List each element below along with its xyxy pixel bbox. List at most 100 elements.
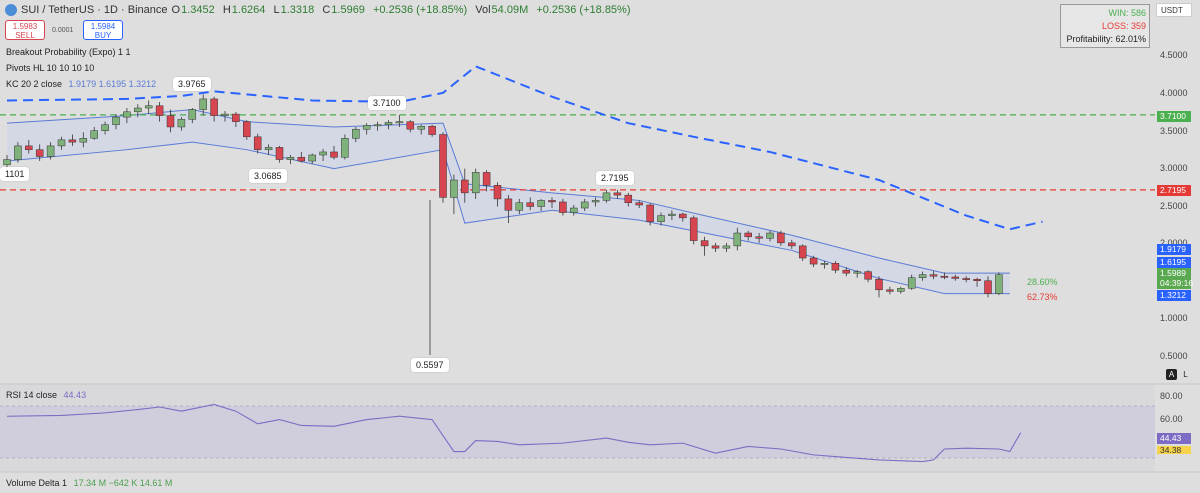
candle xyxy=(14,142,22,163)
rsi-ma-tag: 34.38 xyxy=(1157,446,1191,454)
candle-body xyxy=(973,278,981,281)
candle-body xyxy=(417,125,425,130)
candle xyxy=(504,195,513,224)
kc-basis-line xyxy=(6,109,1010,274)
change-value: +0.2536 (+18.85%) xyxy=(373,4,468,16)
candle xyxy=(210,96,218,122)
candle xyxy=(417,124,425,135)
sell-button[interactable]: 1.5983 SELL xyxy=(5,20,45,40)
candle-body xyxy=(25,145,33,150)
candle-body xyxy=(264,147,273,150)
rsi-line xyxy=(6,403,1022,463)
log-scale-button[interactable]: L xyxy=(1183,370,1188,379)
price-scale-label: 4.0000 xyxy=(1160,88,1188,98)
candle xyxy=(341,134,349,160)
volume-delta-label: Volume Delta 1 xyxy=(6,478,68,488)
candle xyxy=(221,111,229,122)
candle-body xyxy=(798,245,807,259)
candle-body xyxy=(766,232,774,239)
spread-value: 0.0001 xyxy=(52,27,74,34)
symbol-title[interactable]: SUI / TetherUS · 1D · Binance xyxy=(21,4,168,16)
candle xyxy=(166,109,175,133)
rsi-tag: 44.43 xyxy=(1157,433,1191,444)
win-count: WIN: 586 xyxy=(1108,8,1146,18)
candle-body xyxy=(875,278,883,291)
candle-body xyxy=(907,277,916,289)
candle-body xyxy=(886,289,894,292)
candle-body xyxy=(570,207,578,213)
candle xyxy=(646,203,654,226)
profitability: Profitability: 62.01% xyxy=(1066,34,1146,44)
currency-selector[interactable]: USDT xyxy=(1156,3,1192,17)
candle xyxy=(886,286,894,295)
candle-body xyxy=(722,245,731,249)
candle xyxy=(482,170,491,192)
rsi-legend[interactable]: RSI 14 close 44.43 xyxy=(6,390,86,400)
candle xyxy=(733,227,742,251)
candle xyxy=(362,123,371,135)
candle xyxy=(308,153,316,165)
candle-body xyxy=(635,202,643,206)
price-scale-label: 2.0000 xyxy=(1160,238,1188,248)
price-scale-label: 2.5000 xyxy=(1160,201,1188,211)
bar-countdown: 04:39:16 xyxy=(1160,278,1194,288)
candle xyxy=(864,270,872,283)
breakout-indicator-label[interactable]: Breakout Probability (Expo) 1 1 xyxy=(6,47,131,57)
candle-body xyxy=(57,139,66,147)
candle-body xyxy=(395,121,404,124)
candle-body xyxy=(755,236,763,239)
pivot-label: 3.9765 xyxy=(173,77,211,91)
candle-body xyxy=(112,116,120,125)
candle-body xyxy=(177,119,186,128)
candle-body xyxy=(962,278,970,280)
candle-body xyxy=(253,136,262,150)
candle xyxy=(352,126,360,143)
candle-body xyxy=(700,240,709,247)
candle-body xyxy=(232,113,240,122)
rsi-value: 44.43 xyxy=(63,390,87,400)
candle-body xyxy=(221,113,229,116)
pivot-label: 1101 xyxy=(0,167,30,181)
candle-body xyxy=(602,192,611,201)
candle xyxy=(471,168,480,199)
candle-body xyxy=(123,111,131,118)
candle xyxy=(395,114,404,127)
pivots-indicator-label[interactable]: Pivots HL 10 10 10 10 xyxy=(6,63,95,73)
candle xyxy=(439,132,447,203)
candle-body xyxy=(995,274,1003,294)
candle xyxy=(929,270,938,280)
candle xyxy=(777,230,785,246)
candle-body xyxy=(613,192,622,196)
volume-delta-legend[interactable]: Volume Delta 1 17.34 M −642 K 14.61 M xyxy=(6,478,172,488)
candle-body xyxy=(384,122,393,125)
candle xyxy=(177,117,186,131)
candle xyxy=(537,198,545,212)
candle xyxy=(635,200,643,209)
candle xyxy=(286,154,295,165)
candle xyxy=(918,271,927,281)
candle xyxy=(624,192,633,207)
auto-scale-button[interactable]: A xyxy=(1166,369,1177,380)
candle xyxy=(46,142,55,160)
candle xyxy=(548,197,556,209)
pivot-label: 2.7195 xyxy=(596,171,634,185)
candle xyxy=(570,204,578,216)
candle xyxy=(155,101,164,122)
candle-body xyxy=(471,172,480,194)
level-high-tag: 3.7100 xyxy=(1157,111,1191,122)
candle xyxy=(79,132,88,148)
candle xyxy=(809,255,818,268)
kc-indicator-legend[interactable]: KC 20 2 close 1.9179 1.6195 1.3212 xyxy=(6,79,156,89)
rsi-label: RSI 14 close xyxy=(6,390,58,400)
sui-logo-icon xyxy=(5,4,17,16)
candle-body xyxy=(199,98,207,110)
buy-button[interactable]: 1.5984 BUY xyxy=(83,20,123,40)
candle-body xyxy=(493,185,502,200)
candle xyxy=(123,108,131,124)
candle-body xyxy=(144,105,153,109)
prob-down: 62.73% xyxy=(1027,292,1058,302)
volume-value: 54.09M xyxy=(491,4,529,16)
candle-body xyxy=(439,134,447,198)
